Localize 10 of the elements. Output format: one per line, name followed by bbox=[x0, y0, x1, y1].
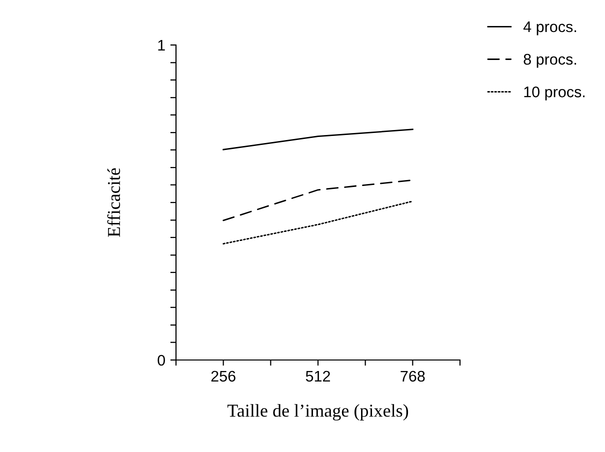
y-tick-label: 1 bbox=[158, 40, 165, 51]
x-tick-label: 768 bbox=[400, 370, 425, 382]
y-tick-label: 0 bbox=[158, 354, 165, 366]
legend-label: 4 procs. bbox=[523, 22, 576, 36]
x-axis-title: Taille de l’image (pixels) bbox=[227, 404, 408, 421]
x-tick-label: 256 bbox=[211, 370, 236, 382]
legend-label: 10 procs. bbox=[524, 86, 585, 100]
legend-label: 8 procs. bbox=[524, 54, 576, 68]
y-axis-title: Efficacité bbox=[107, 168, 120, 237]
x-tick-label: 512 bbox=[306, 370, 330, 382]
